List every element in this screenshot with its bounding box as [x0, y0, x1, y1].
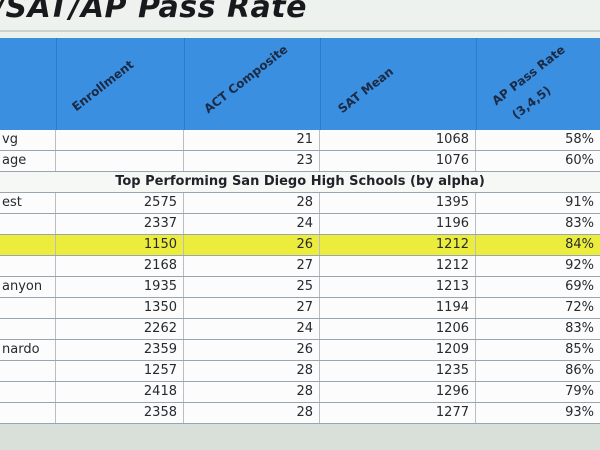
ap-rate-cell: 92% — [565, 258, 594, 273]
table-row: 2262 24 1206 83% — [0, 319, 600, 340]
act-cell: 25 — [184, 277, 320, 297]
header-enrollment: Enrollment — [69, 57, 137, 114]
title-divider — [0, 30, 600, 32]
sat-cell: 1206 — [320, 319, 476, 339]
table-row: 1150 26 1212 84% — [0, 235, 600, 256]
school-name-cell: anyon — [0, 277, 56, 297]
school-name-cell — [0, 256, 56, 276]
table-header: Enrollment ACT Composite SAT Mean AP Pas… — [0, 38, 600, 130]
sat-cell: 1212 — [320, 256, 476, 276]
enrollment-cell: 1257 — [56, 361, 184, 381]
ap-rate-cell: 86% — [565, 363, 594, 378]
ap-rate-cell: 93% — [565, 405, 594, 420]
table-row: 2168 27 1212 92% — [0, 256, 600, 277]
ap-rate-cell: 84% — [565, 237, 594, 252]
act-cell: 28 — [184, 382, 320, 402]
enrollment-cell: 1350 — [56, 298, 184, 318]
school-name-cell — [0, 361, 56, 381]
header-act: ACT Composite — [201, 42, 291, 116]
enrollment-cell: 2575 — [56, 193, 184, 213]
act-cell: 26 — [184, 235, 320, 255]
header-act-cell: ACT Composite — [184, 38, 321, 130]
table-row: age 23 1076 60% — [0, 151, 600, 172]
table-row: vg 21 1068 58% — [0, 130, 600, 151]
sat-cell: 1068 — [320, 130, 476, 150]
enrollment-cell: 2262 — [56, 319, 184, 339]
ap-rate-cell: 91% — [565, 195, 594, 210]
sat-cell: 1277 — [320, 403, 476, 423]
section-heading: Top Performing San Diego High Schools (b… — [0, 172, 600, 193]
enrollment-cell — [56, 151, 184, 171]
school-name-cell — [0, 403, 56, 423]
enrollment-cell: 1935 — [56, 277, 184, 297]
act-cell: 24 — [184, 214, 320, 234]
act-cell: 27 — [184, 256, 320, 276]
enrollment-cell: 1150 — [56, 235, 184, 255]
act-cell: 28 — [184, 361, 320, 381]
school-name-cell: est — [0, 193, 56, 213]
table-row: 2418 28 1296 79% — [0, 382, 600, 403]
ap-rate-cell: 72% — [565, 300, 594, 315]
enrollment-cell: 2168 — [56, 256, 184, 276]
table-row: 1350 27 1194 72% — [0, 298, 600, 319]
ap-rate-cell: 79% — [565, 384, 594, 399]
table-row: 2358 28 1277 93% — [0, 403, 600, 424]
act-cell: 23 — [184, 151, 320, 171]
act-cell: 26 — [184, 340, 320, 360]
slide-bottom-band — [0, 424, 600, 450]
act-cell: 27 — [184, 298, 320, 318]
table-row: 2337 24 1196 83% — [0, 214, 600, 235]
sat-cell: 1296 — [320, 382, 476, 402]
act-cell: 28 — [184, 403, 320, 423]
ap-rate-cell: 60% — [565, 153, 594, 168]
table-row: anyon 1935 25 1213 69% — [0, 277, 600, 298]
table-row: est 2575 28 1395 91% — [0, 193, 600, 214]
sat-cell: 1395 — [320, 193, 476, 213]
header-enrollment-cell: Enrollment — [56, 38, 185, 130]
school-name-cell — [0, 214, 56, 234]
enrollment-cell: 2418 — [56, 382, 184, 402]
ap-rate-cell: 58% — [565, 132, 594, 147]
school-name-cell — [0, 319, 56, 339]
header-school-cell — [0, 38, 57, 130]
act-cell: 24 — [184, 319, 320, 339]
enrollment-cell — [56, 130, 184, 150]
act-cell: 21 — [184, 130, 320, 150]
sat-cell: 1235 — [320, 361, 476, 381]
enrollment-cell: 2359 — [56, 340, 184, 360]
table-row: nardo 2359 26 1209 85% — [0, 340, 600, 361]
sat-cell: 1209 — [320, 340, 476, 360]
sat-cell: 1212 — [320, 235, 476, 255]
school-name-cell: nardo — [0, 340, 56, 360]
ap-rate-cell: 85% — [565, 342, 594, 357]
slide-title: /SAT/AP Pass Rate — [0, 0, 307, 25]
school-name-cell: vg — [0, 130, 56, 150]
sat-cell: 1213 — [320, 277, 476, 297]
header-ap-cell: AP Pass Rate (3,4,5) — [476, 38, 600, 130]
header-sat-cell: SAT Mean — [320, 38, 477, 130]
enrollment-cell: 2358 — [56, 403, 184, 423]
school-name-cell — [0, 382, 56, 402]
header-sat: SAT Mean — [335, 64, 397, 116]
table-row: 1257 28 1235 86% — [0, 361, 600, 382]
ap-rate-cell: 83% — [565, 216, 594, 231]
school-name-cell — [0, 298, 56, 318]
ap-rate-cell: 83% — [565, 321, 594, 336]
ap-rate-cell: 69% — [565, 279, 594, 294]
school-name-cell — [0, 235, 56, 255]
enrollment-cell: 2337 — [56, 214, 184, 234]
sat-cell: 1196 — [320, 214, 476, 234]
sat-cell: 1076 — [320, 151, 476, 171]
act-cell: 28 — [184, 193, 320, 213]
school-name-cell: age — [0, 151, 56, 171]
sat-cell: 1194 — [320, 298, 476, 318]
